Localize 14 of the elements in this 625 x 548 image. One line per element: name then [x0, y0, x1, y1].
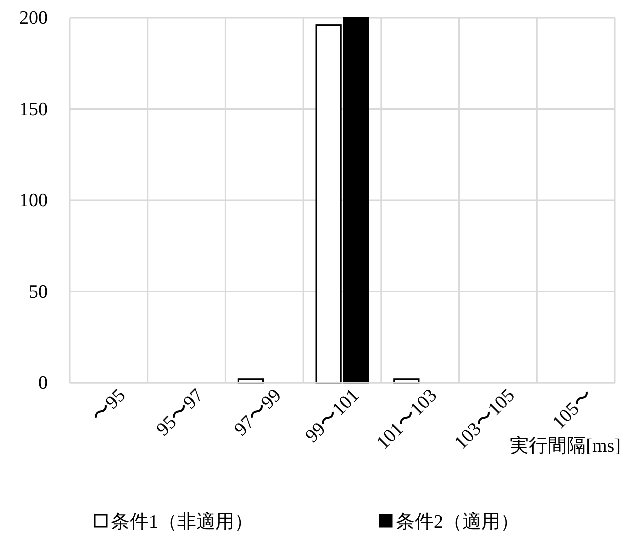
legend-label: 条件1（非適用） — [111, 511, 254, 533]
x-tick-label: 97〜99 — [230, 385, 286, 440]
y-tick-label: 50 — [29, 282, 48, 303]
x-tick-label: 95〜97 — [152, 385, 208, 440]
x-tick-label: 101〜103 — [372, 385, 442, 454]
y-tick-label: 0 — [38, 373, 48, 394]
x-tick-label: 〜95 — [88, 385, 130, 428]
y-tick-label: 100 — [20, 190, 48, 212]
x-tick-label: 105〜 — [548, 385, 598, 434]
y-tick-label: 200 — [20, 8, 48, 30]
x-tick-label: 99〜101 — [302, 385, 364, 448]
y-tick-label: 150 — [20, 99, 48, 120]
x-axis-title: 実行間隔[ms] — [510, 435, 621, 457]
legend-label: 条件2（適用） — [396, 511, 520, 533]
